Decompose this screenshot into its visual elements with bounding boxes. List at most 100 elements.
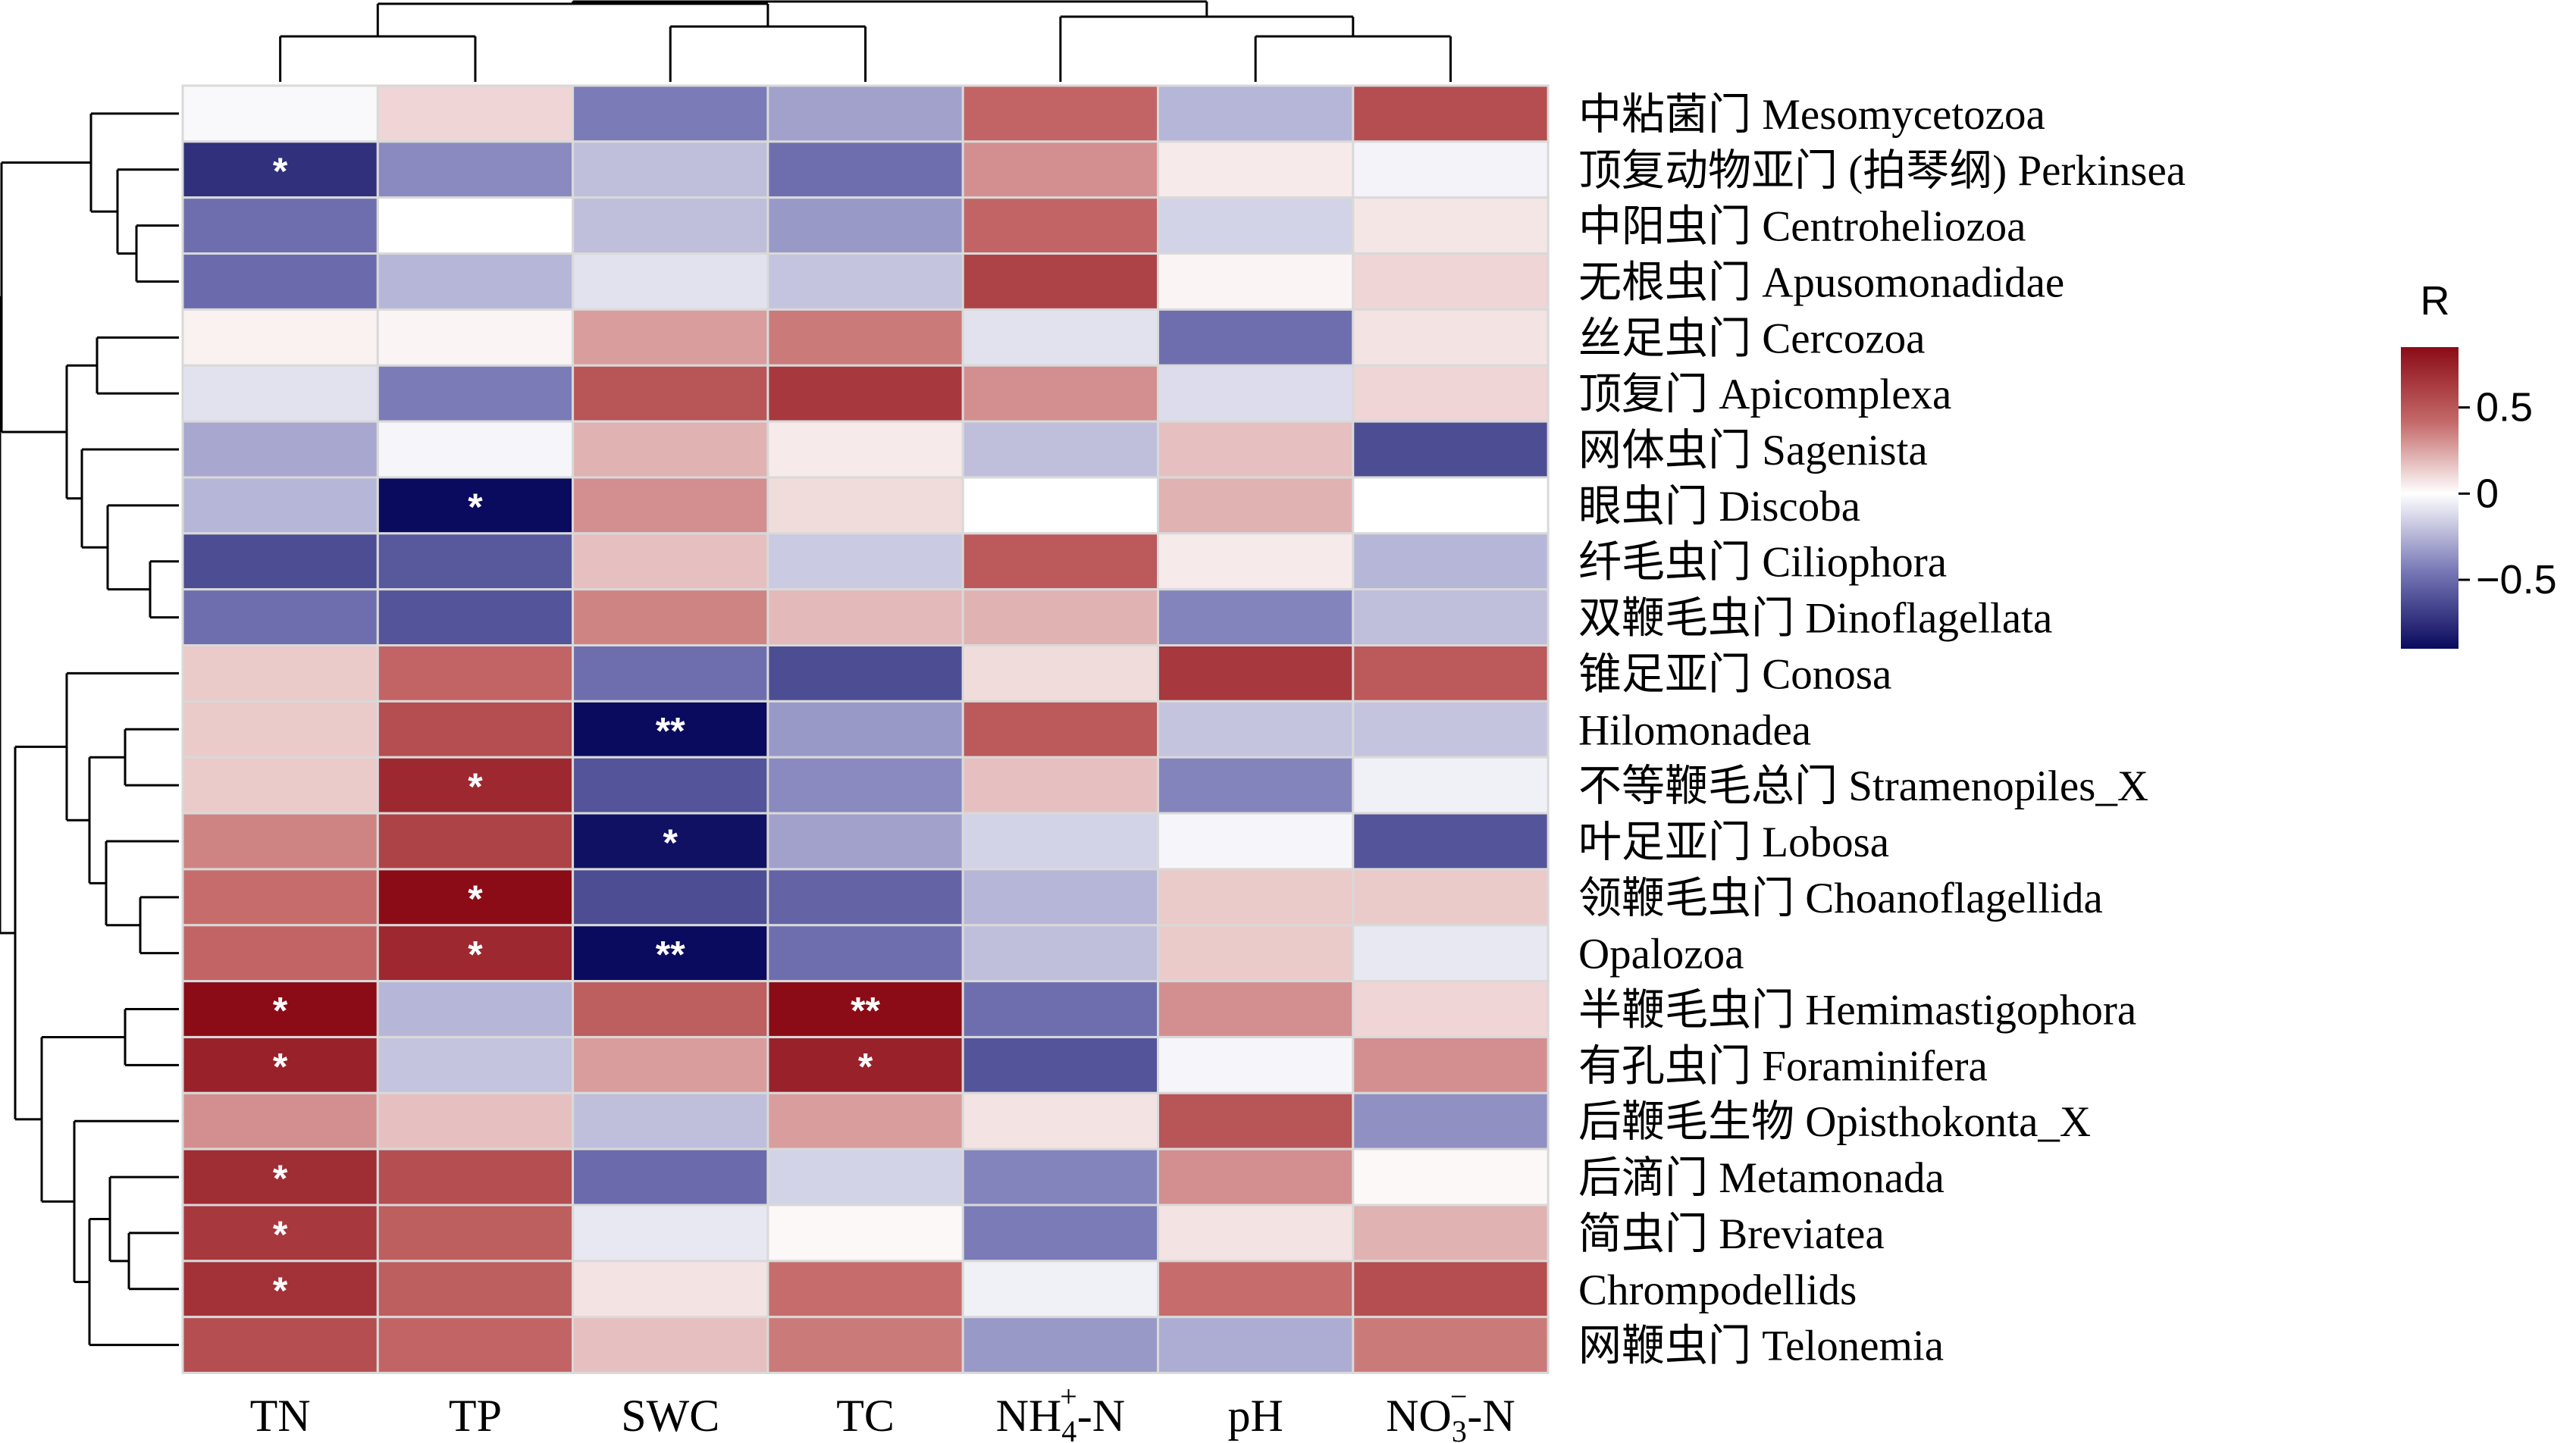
heatmap-cell — [376, 1316, 575, 1375]
row-label: Chrompodellids — [1578, 1266, 1857, 1314]
significance-mark: * — [468, 934, 483, 976]
heatmap-cell — [766, 196, 964, 255]
legend-tick-label: 0 — [2476, 471, 2499, 516]
heatmap-cell — [1157, 1091, 1355, 1150]
heatmap-cell — [376, 1204, 575, 1263]
significance-mark: * — [273, 150, 288, 193]
heatmap-cell — [1157, 252, 1355, 311]
heatmap-cell — [181, 812, 379, 871]
heatmap-cell — [376, 700, 575, 759]
heatmap-cell — [181, 588, 379, 647]
row-label: 半鞭毛虫门 Hemimastigophora — [1578, 987, 2136, 1035]
heatmap-cell — [376, 196, 575, 255]
row-label: 后鞭毛生物 Opisthokonta_X — [1578, 1098, 2091, 1146]
heatmap-cell — [1352, 1316, 1550, 1375]
heatmap-cell — [766, 252, 964, 311]
heatmap-cell — [181, 196, 379, 255]
heatmap-cell — [181, 1316, 379, 1375]
heatmap-cell — [1352, 84, 1550, 143]
significance-mark: * — [663, 822, 678, 864]
heatmap-cell — [1352, 644, 1550, 703]
heatmap-cell — [766, 1204, 964, 1263]
heatmap-cell — [961, 756, 1159, 815]
heatmap-cell — [376, 420, 575, 479]
legend-title: R — [2421, 278, 2450, 324]
heatmap-cell — [766, 420, 964, 479]
heatmap-cell — [1352, 868, 1550, 927]
heatmap-cell — [181, 700, 379, 759]
row-label: 纤毛虫门 Ciliophora — [1578, 539, 1947, 587]
heatmap-cell — [961, 812, 1159, 871]
heatmap-cell — [572, 1204, 769, 1263]
row-label: 网体虫门 Sagenista — [1578, 427, 1928, 474]
heatmap-cell — [572, 476, 769, 535]
heatmap-cell — [376, 1035, 575, 1094]
significance-mark: * — [468, 765, 483, 808]
heatmap-cell — [572, 252, 769, 311]
heatmap-cell — [572, 1091, 769, 1150]
heatmap-cell — [376, 812, 575, 871]
row-label: 锥足亚门 Conosa — [1578, 650, 1891, 698]
heatmap-cell — [376, 252, 575, 311]
heatmap-cell — [1352, 1204, 1550, 1263]
column-label: TC — [836, 1391, 895, 1441]
heatmap-cell — [766, 84, 964, 143]
heatmap-cell — [181, 420, 379, 479]
heatmap-cell — [766, 1147, 964, 1207]
heatmap-cell — [572, 140, 769, 199]
row-label: Hilomonadea — [1578, 706, 1811, 754]
heatmap-cell — [181, 868, 379, 927]
row-label: 双鞭毛虫门 Dinoflagellata — [1578, 595, 2052, 643]
heatmap-cell — [961, 1204, 1159, 1263]
heatmap-cell — [961, 1260, 1159, 1319]
column-label: NO3−-N — [1386, 1379, 1515, 1443]
heatmap-cell — [1352, 252, 1550, 311]
heatmap-cell — [1157, 700, 1355, 759]
heatmap-cell — [1157, 140, 1355, 199]
row-label: 顶复动物亚门 (拍琴纲) Perkinsea — [1578, 147, 2186, 195]
heatmap-cell — [1352, 1260, 1550, 1319]
heatmap-cell — [961, 700, 1159, 759]
heatmap-cell — [1157, 588, 1355, 647]
heatmap-cell — [1157, 644, 1355, 703]
heatmap-cell — [766, 1260, 964, 1319]
heatmap-cell — [181, 532, 379, 591]
column-label: TP — [449, 1391, 502, 1441]
heatmap-cell — [1352, 980, 1550, 1038]
heatmap-cell — [1352, 532, 1550, 591]
significance-mark: * — [273, 1157, 288, 1200]
heatmap-cell — [181, 140, 379, 199]
heatmap-cell — [376, 1091, 575, 1150]
heatmap-cell — [1157, 420, 1355, 479]
heatmap-cell — [1157, 532, 1355, 591]
column-label: pH — [1227, 1391, 1283, 1441]
heatmap-cell — [1157, 980, 1355, 1038]
heatmap-cell — [961, 924, 1159, 983]
significance-mark: * — [858, 1045, 873, 1088]
heatmap-cell — [376, 588, 575, 647]
heatmap-cell — [572, 308, 769, 367]
heatmap-cells — [181, 84, 1550, 1375]
heatmap-cell — [572, 196, 769, 255]
heatmap-cell — [961, 980, 1159, 1038]
row-label: 领鞭毛虫门 Choanoflagellida — [1578, 875, 2103, 922]
significance-mark: ** — [656, 709, 685, 752]
heatmap-cell — [1157, 756, 1355, 815]
significance-mark: * — [468, 878, 483, 920]
heatmap-cell — [961, 476, 1159, 535]
heatmap-cell — [1352, 420, 1550, 479]
legend-colorbar — [2401, 347, 2458, 649]
row-label: 有孔虫门 Foraminifera — [1578, 1042, 1988, 1090]
significance-marks: ******** *** *** **** — [273, 150, 881, 1312]
heatmap-cell — [376, 532, 575, 591]
heatmap-cell — [376, 980, 575, 1038]
heatmap-cell — [961, 1035, 1159, 1094]
heatmap-cell — [1352, 140, 1550, 199]
row-label: 无根虫门 Apusomonadidae — [1578, 258, 2064, 306]
heatmap-cell — [766, 532, 964, 591]
significance-mark: * — [273, 1045, 288, 1088]
heatmap-cell — [1157, 476, 1355, 535]
heatmap-cell — [961, 364, 1159, 423]
column-label: SWC — [621, 1391, 719, 1441]
